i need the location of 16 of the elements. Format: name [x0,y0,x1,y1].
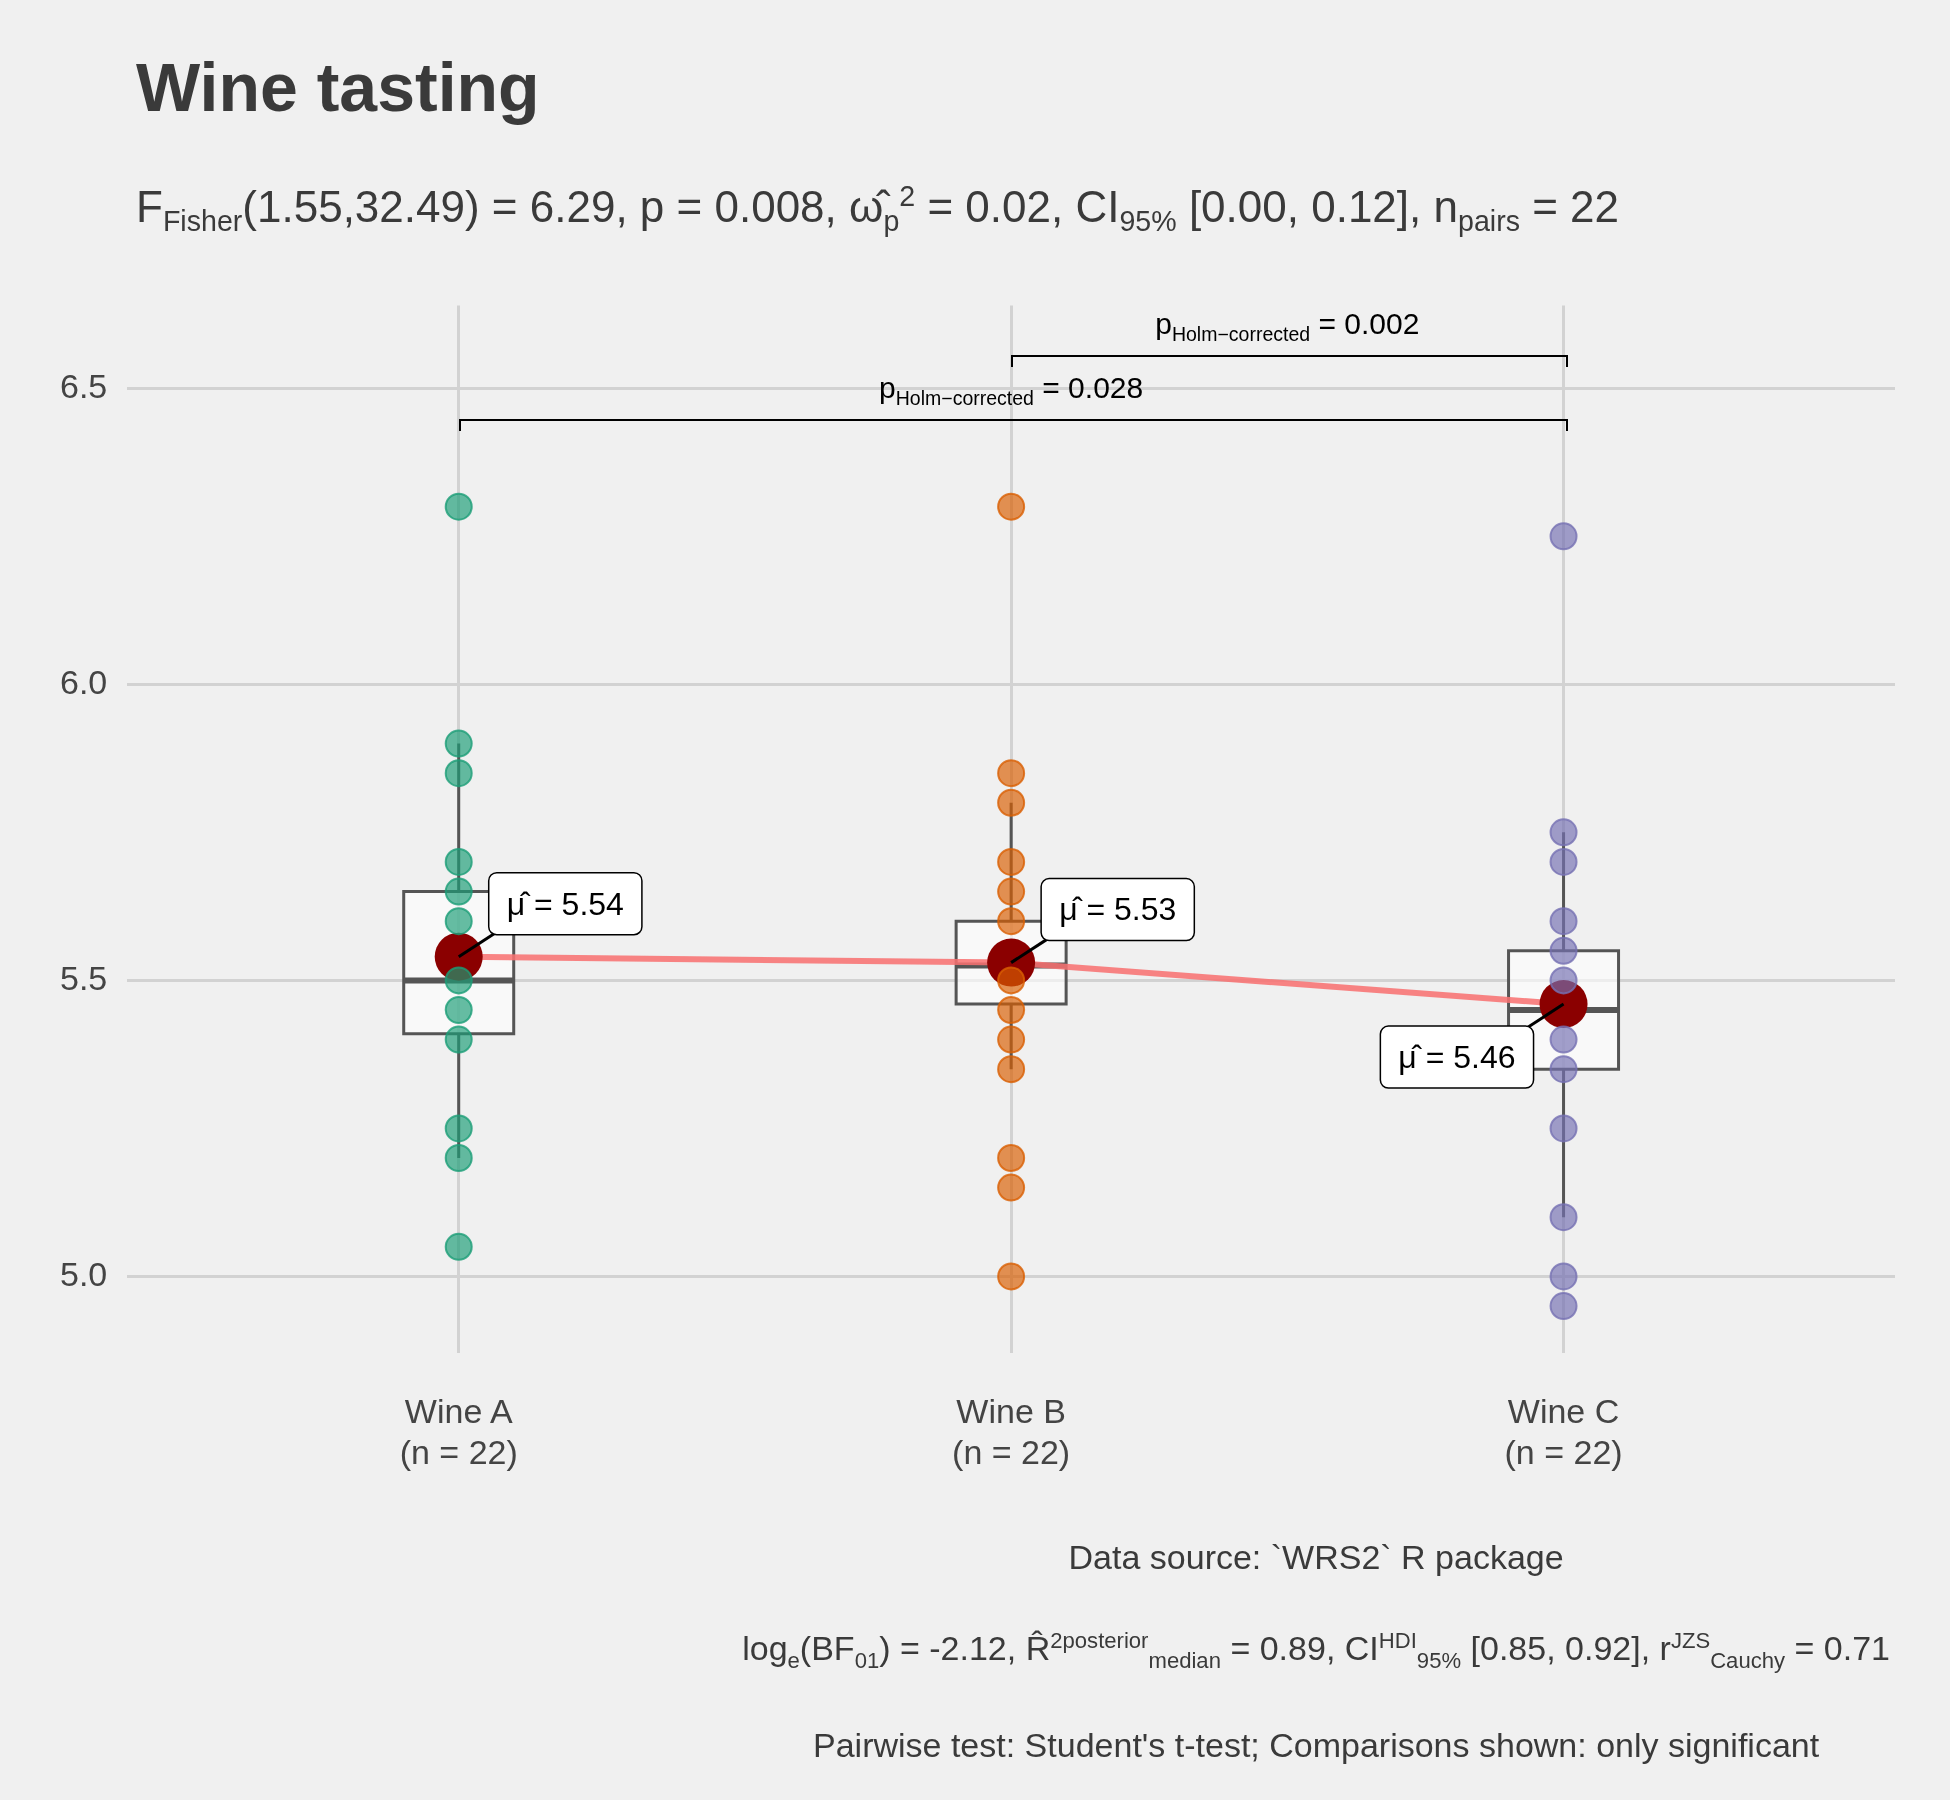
text: F$_{Fisher}$(1.55,32.49) = 6.29, p = 0.008, ω̂$_{p}$$^{2}$ = 0.02, CI$_{95%}$ [0.00, 0.12], n$_{pairs}$ = 22 [136,180,1620,238]
y-tick-label: 5.0 [60,1254,108,1293]
x-tick-label: Wine C (n = 22) [1504,1392,1623,1471]
chart-title: Wine tasting [136,48,540,126]
x-tick-label: Wine A (n = 22) [399,1392,518,1471]
annotation: p$_{Holm−corrected}$ = 0.028 [879,371,1144,411]
y-tick-label: 6.0 [60,662,108,701]
annotation: μ̂ = 5.54 [506,885,624,922]
x-tick-label: Wine B (n = 22) [952,1392,1071,1471]
y-tick-label: 5.5 [60,958,108,997]
text: Pairwise test: Student's t-test; Comparisons shown: only significant [812,1725,1821,1767]
y-tick-label: 6.5 [60,366,108,405]
annotation: μ̂ = 5.53 [1059,891,1177,928]
annotation: μ̂ = 5.46 [1398,1038,1516,1075]
source-note: Data source: `WRS2` R package [1067,1537,1565,1578]
annotation: p$_{Holm−corrected}$ = 0.002 [1155,307,1420,347]
